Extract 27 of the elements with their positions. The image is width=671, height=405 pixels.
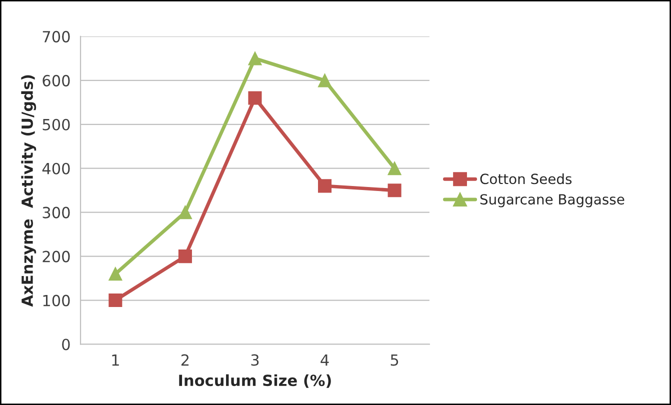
point [318,179,332,193]
x-tick-label: 3 [251,354,259,366]
point [318,74,332,88]
point [178,206,192,220]
point [108,294,122,308]
x-tick-label: 1 [112,354,119,366]
x-tick-label: 5 [390,354,398,366]
x-tick-label: 2 [181,354,189,366]
point [248,91,262,105]
x-axis-title: Inoculum Size (%) [179,374,331,388]
legend-label: Sugarcane Baggasse [480,194,624,208]
point [248,52,262,66]
legend-label: Cotton Seeds [480,173,572,184]
point [388,184,402,198]
point [178,250,192,264]
y-tick-label: 600 [42,74,70,86]
point [388,162,402,176]
y-tick-label: 400 [42,162,70,174]
y-tick-label: 0 [62,338,70,350]
y-tick-label: 100 [43,294,70,306]
y-tick-label: 300 [42,206,70,218]
y-tick-label: 200 [42,250,70,262]
y-tick-label: 700 [42,30,70,42]
y-axis-title: AxEnzyme Activity (U/gds) [21,75,36,307]
y-tick-label: 500 [42,118,70,130]
point [108,267,122,281]
x-tick-label: 4 [320,354,329,366]
